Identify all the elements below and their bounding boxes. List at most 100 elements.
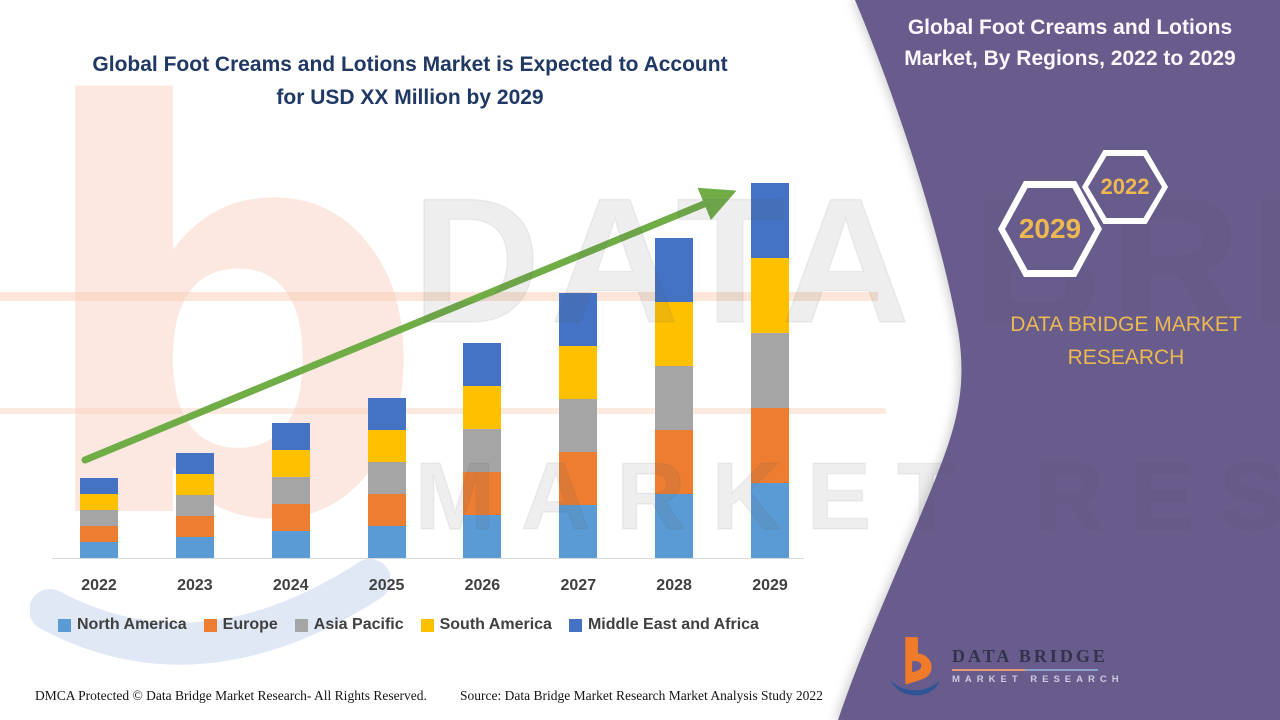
stacked-bar-2024: [271, 423, 310, 558]
segment-asia-pacific: [80, 510, 118, 526]
segment-asia-pacific: [655, 366, 694, 430]
legend-label: Asia Pacific: [313, 616, 404, 633]
segment-north-america: [655, 494, 694, 558]
segment-north-america: [559, 505, 598, 558]
segment-europe: [463, 472, 502, 515]
legend-item-europe: Europe: [203, 616, 278, 634]
stacked-bar-2025: [367, 398, 406, 558]
segment-europe: [559, 452, 598, 505]
legend-item-asia-pacific: Asia Pacific: [294, 616, 404, 634]
right-panel-title-line2: Market, By Regions, 2022 to 2029: [904, 47, 1236, 70]
segment-middle-east-and-africa: [559, 293, 598, 346]
segment-north-america: [271, 531, 310, 558]
segment-middle-east-and-africa: [751, 183, 789, 258]
segment-north-america: [80, 542, 118, 558]
segment-middle-east-and-africa: [80, 478, 118, 494]
segment-asia-pacific: [175, 495, 214, 516]
legend-swatch: [203, 618, 217, 632]
segment-middle-east-and-africa: [463, 343, 502, 386]
dbmr-logo-mark: [889, 637, 940, 696]
segment-south-america: [80, 494, 118, 510]
watermark-band: [0, 408, 886, 414]
chart-title: Global Foot Creams and Lotions Market is…: [30, 48, 790, 114]
watermark-band: [0, 292, 878, 301]
segment-south-america: [559, 346, 598, 399]
segment-north-america: [751, 483, 789, 558]
segment-north-america: [175, 537, 214, 558]
legend-swatch: [420, 618, 434, 632]
legend-label: North America: [77, 616, 187, 633]
segment-south-america: [463, 386, 502, 429]
legend-label: Europe: [222, 616, 278, 633]
segment-middle-east-and-africa: [655, 238, 694, 302]
segment-middle-east-and-africa: [367, 398, 406, 430]
legend-swatch: [568, 618, 582, 632]
segment-asia-pacific: [559, 399, 598, 452]
segment-europe: [751, 408, 789, 483]
trend-arrow: [81, 187, 737, 464]
x-axis-line: [52, 558, 804, 559]
stacked-bar-2023: [175, 453, 214, 558]
logo-b-orange: [905, 637, 932, 685]
bars-layer: 2022 2023 2024 2025 2026 2027 2028 2029: [80, 183, 789, 594]
segment-south-america: [175, 474, 214, 495]
segment-middle-east-and-africa: [271, 423, 310, 450]
segment-south-america: [655, 302, 694, 366]
legend-item-south-america: South America: [420, 616, 552, 634]
right-panel-title: Global Foot Creams and Lotions Market, B…: [872, 12, 1268, 74]
segment-europe: [80, 526, 118, 542]
brand-wordmark-line2: RESEARCH: [1067, 346, 1185, 369]
segment-asia-pacific: [751, 333, 789, 408]
footer-source-text: Source: Data Bridge Market Research Mark…: [460, 688, 823, 703]
x-axis-label-2028: 2028: [656, 577, 692, 594]
stacked-bar-2026: [463, 343, 502, 558]
segment-europe: [271, 504, 310, 531]
chart-title-line1: Global Foot Creams and Lotions Market is…: [92, 53, 728, 76]
legend-label: South America: [439, 616, 552, 633]
segment-south-america: [271, 450, 310, 477]
legend-item-north-america: North America: [58, 616, 187, 634]
segment-middle-east-and-africa: [175, 453, 214, 474]
segment-europe: [655, 430, 694, 494]
segment-north-america: [463, 515, 502, 558]
stacked-bar-2029: [751, 183, 789, 558]
segment-europe: [367, 494, 406, 526]
chart-legend: North America Europe Asia Pacific South Ame…: [58, 616, 759, 634]
segment-asia-pacific: [271, 477, 310, 504]
hexagon-2022: 2022: [1082, 150, 1168, 224]
brand-wordmark-line1: DATA BRIDGE MARKET: [1010, 313, 1242, 336]
x-axis-label-2022: 2022: [81, 577, 117, 594]
segment-europe: [175, 516, 214, 537]
segment-north-america: [367, 526, 406, 558]
hexagon-2029-label: 2029: [1018, 213, 1082, 244]
hexagon-2022-fill: [1088, 156, 1162, 218]
segment-asia-pacific: [367, 462, 406, 494]
x-axis-label-2025: 2025: [368, 577, 405, 594]
legend-label: Middle East and Africa: [587, 616, 759, 633]
x-axis-label-2023: 2023: [177, 577, 213, 594]
segment-asia-pacific: [463, 429, 502, 472]
legend-item-middle-east-and-africa: Middle East and Africa: [568, 616, 759, 634]
x-axis-label-2026: 2026: [464, 577, 501, 594]
segment-south-america: [751, 258, 789, 333]
brand-wordmark: DATA BRIDGE MARKET RESEARCH: [975, 308, 1277, 374]
stacked-bar-2028: [655, 238, 694, 558]
x-axis-label-2029: 2029: [752, 577, 788, 594]
footer-dmca-text: DMCA Protected © Data Bridge Market Rese…: [35, 688, 427, 703]
x-axis-label-2024: 2024: [272, 577, 309, 594]
x-axis-label-2027: 2027: [560, 577, 597, 594]
logo-divider: [952, 669, 1098, 671]
right-panel-title-line1: Global Foot Creams and Lotions: [907, 16, 1233, 39]
purple-shape: [838, 0, 1280, 720]
logo-title: DATA BRIDGE: [952, 646, 1108, 666]
stacked-bar-2027: [559, 293, 598, 558]
chart-title-line2: for USD XX Million by 2029: [276, 86, 544, 109]
segment-south-america: [367, 430, 406, 462]
hexagon-2022-label: 2022: [1100, 174, 1150, 199]
legend-swatch: [58, 618, 71, 632]
watermark-swoosh: [30, 559, 390, 665]
dbmr-logo: DATA BRIDGE MARKET RESEARCH: [886, 634, 1124, 702]
logo-subtitle: MARKET RESEARCH: [952, 674, 1124, 685]
